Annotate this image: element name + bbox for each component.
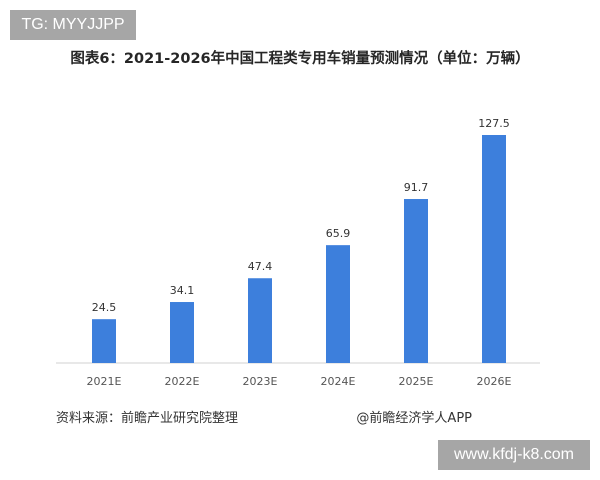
bar-2023E	[248, 278, 272, 363]
brand-note: @前瞻经济学人APP	[356, 411, 472, 426]
bar-2025E	[404, 199, 428, 363]
data-label: 24.5	[92, 301, 117, 314]
x-tick-label: 2026E	[477, 375, 512, 388]
x-tick-label: 2023E	[243, 375, 278, 388]
x-tick-label: 2021E	[87, 375, 122, 388]
bar-2021E	[92, 319, 116, 363]
data-label: 91.7	[404, 181, 429, 194]
data-label: 65.9	[326, 227, 351, 240]
source-note: 资料来源：前瞻产业研究院整理	[56, 411, 239, 426]
tg-watermark-label: TG: MYYJJPP	[10, 10, 136, 40]
data-label: 47.4	[248, 260, 273, 273]
data-label: 34.1	[170, 284, 195, 297]
bar-chart: 24.5 2021E 34.1 2022E 47.4 2023E 65.9 2024E 91.7…	[56, 117, 540, 388]
bar-2026E	[482, 135, 506, 363]
x-tick-label: 2024E	[321, 375, 356, 388]
bar-2022E	[170, 302, 194, 363]
bar-2024E	[326, 245, 350, 363]
data-label: 127.5	[478, 117, 510, 130]
chart-title: 图表6：2021-2026年中国工程类专用车销量预测情况（单位：万辆）	[70, 51, 530, 67]
url-watermark-label: www.kfdj-k8.com	[438, 440, 590, 470]
x-tick-label: 2022E	[165, 375, 200, 388]
x-tick-label: 2025E	[399, 375, 434, 388]
